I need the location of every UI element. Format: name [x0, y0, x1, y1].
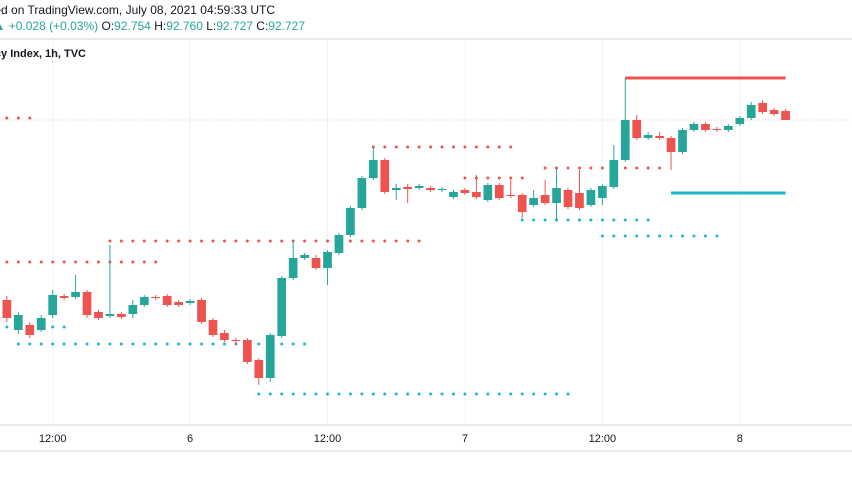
candle-body	[437, 189, 447, 190]
candle-body	[185, 301, 195, 303]
change: +0.028 (+0.03%)	[9, 19, 98, 33]
candle-body	[300, 255, 309, 258]
candle-body	[323, 252, 332, 268]
candle-body	[128, 305, 138, 314]
candle-body	[2, 300, 12, 318]
candle-body	[254, 360, 264, 378]
candle-body	[540, 195, 550, 203]
candle-body	[139, 297, 149, 305]
candle-body	[36, 318, 46, 330]
candle-body	[277, 278, 287, 336]
candle-body	[13, 315, 23, 330]
candle-body	[735, 118, 745, 124]
candle-body	[403, 187, 413, 189]
candle-body	[71, 292, 80, 297]
candle-body	[643, 135, 653, 138]
candle-body	[781, 111, 790, 120]
candle-body	[769, 110, 779, 114]
candle-body	[494, 185, 504, 198]
candle-body	[517, 195, 527, 212]
candle-body	[426, 188, 435, 190]
candle-body	[82, 292, 92, 315]
ohlc-value: 92.727	[268, 19, 305, 33]
candle-body	[208, 320, 218, 335]
candle-body	[243, 340, 252, 362]
candle-body	[197, 300, 206, 322]
candle-body	[368, 160, 378, 178]
candle-body	[529, 198, 538, 205]
candle-body	[666, 138, 676, 152]
candle-body	[357, 178, 367, 208]
x-tick-label: 12:00	[589, 433, 617, 445]
candle-body	[346, 208, 355, 235]
candle-body	[712, 129, 722, 130]
ohlc-label: L:	[206, 19, 216, 33]
ohlc-label: O:	[101, 19, 114, 33]
candle-body	[701, 124, 710, 130]
candle-body	[174, 302, 183, 305]
candle-body	[25, 325, 35, 335]
x-tick-label: 12:00	[314, 433, 342, 445]
candle-body	[94, 312, 103, 318]
candle-body	[460, 190, 470, 193]
price-legend: ▲ +0.028 (+0.03%) O:92.754 H:92.760 L:92…	[0, 19, 305, 33]
ohlc-value: 92.727	[216, 19, 253, 33]
candle-body	[117, 314, 126, 317]
chart-title: U.S. Dollar Currency Index, 1h, TVC	[0, 48, 86, 60]
change-arrow: ▲	[0, 19, 5, 33]
candle-body	[105, 314, 115, 316]
candle-body	[506, 195, 516, 196]
ohlc-value: 92.760	[166, 19, 203, 33]
candle-body	[689, 124, 699, 130]
candle-body	[758, 103, 768, 112]
candle-body	[449, 192, 458, 197]
candle-body	[414, 186, 424, 188]
candle-body	[391, 188, 401, 190]
candle-body	[288, 258, 298, 278]
candle-body	[151, 297, 161, 298]
candle-body	[620, 120, 630, 160]
ohlc-label: H:	[154, 19, 166, 33]
candle-body	[162, 296, 172, 305]
candle-body	[472, 192, 481, 197]
candle-body	[380, 160, 390, 192]
candle-body	[220, 333, 229, 340]
candle-body	[231, 340, 241, 341]
candle-body	[334, 235, 344, 253]
candle-body	[632, 120, 642, 138]
candle-body	[609, 160, 619, 187]
candle-body	[723, 126, 733, 130]
candle-body	[552, 188, 561, 203]
candle-body	[563, 190, 573, 207]
x-tick-label: 8	[737, 433, 743, 445]
candle-body	[483, 185, 493, 200]
candle-body	[586, 190, 596, 205]
ohlc-value: 92.754	[114, 19, 151, 33]
x-tick-label: 12:00	[39, 433, 67, 445]
candle-body	[48, 295, 58, 315]
candle-body	[575, 193, 584, 208]
candle-body	[655, 136, 664, 138]
candle-body	[265, 335, 275, 378]
candle-body	[746, 105, 756, 118]
x-tick-label: 7	[462, 433, 468, 445]
ohlc-label: C:	[256, 19, 268, 33]
x-tick-label: 6	[187, 433, 193, 445]
plot-area	[0, 40, 852, 425]
candle-body	[678, 130, 687, 152]
published-note: Published on TradingView.com, July 08, 2…	[0, 3, 275, 17]
candle-body	[311, 258, 321, 268]
candle-body	[598, 186, 607, 198]
candle-body	[59, 296, 69, 298]
